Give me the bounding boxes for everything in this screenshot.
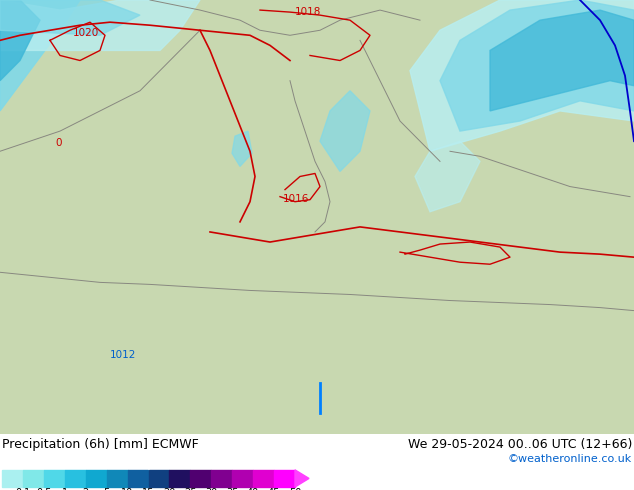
Bar — [107, 470, 127, 487]
Bar — [2, 470, 23, 487]
Text: 20: 20 — [163, 489, 176, 490]
Polygon shape — [410, 0, 634, 151]
Text: Precipitation (6h) [mm] ECMWF: Precipitation (6h) [mm] ECMWF — [2, 438, 198, 451]
Bar — [190, 470, 211, 487]
Bar — [127, 470, 148, 487]
Bar — [23, 470, 44, 487]
Polygon shape — [320, 91, 370, 172]
Bar — [274, 470, 295, 487]
Bar — [44, 470, 65, 487]
Bar — [169, 470, 190, 487]
Text: 15: 15 — [142, 489, 155, 490]
Text: 1016: 1016 — [283, 194, 309, 204]
Text: 1018: 1018 — [295, 7, 321, 17]
Polygon shape — [232, 131, 252, 167]
Text: 25: 25 — [184, 489, 197, 490]
Polygon shape — [440, 0, 634, 131]
Polygon shape — [0, 0, 140, 35]
Text: 40: 40 — [247, 489, 259, 490]
Polygon shape — [490, 10, 634, 111]
Bar — [253, 470, 274, 487]
Text: 1020: 1020 — [73, 28, 100, 38]
Text: 0.1: 0.1 — [15, 489, 30, 490]
Text: 0: 0 — [55, 138, 61, 148]
Text: 10: 10 — [122, 489, 134, 490]
Text: 1: 1 — [61, 489, 68, 490]
Polygon shape — [0, 0, 40, 81]
Bar — [232, 470, 253, 487]
Polygon shape — [0, 0, 80, 111]
Polygon shape — [0, 0, 200, 50]
Text: ©weatheronline.co.uk: ©weatheronline.co.uk — [508, 454, 632, 464]
Text: 35: 35 — [226, 489, 238, 490]
Bar — [148, 470, 169, 487]
Text: 45: 45 — [268, 489, 280, 490]
Bar — [65, 470, 86, 487]
Text: 1012: 1012 — [110, 350, 136, 360]
Polygon shape — [415, 141, 480, 212]
Text: 0.5: 0.5 — [36, 489, 51, 490]
Bar — [211, 470, 232, 487]
Text: 5: 5 — [103, 489, 110, 490]
Polygon shape — [295, 470, 309, 487]
Text: We 29-05-2024 00..06 UTC (12+66): We 29-05-2024 00..06 UTC (12+66) — [408, 438, 632, 451]
Bar — [86, 470, 107, 487]
Text: 2: 2 — [82, 489, 89, 490]
Text: 30: 30 — [205, 489, 217, 490]
Text: 50: 50 — [289, 489, 301, 490]
